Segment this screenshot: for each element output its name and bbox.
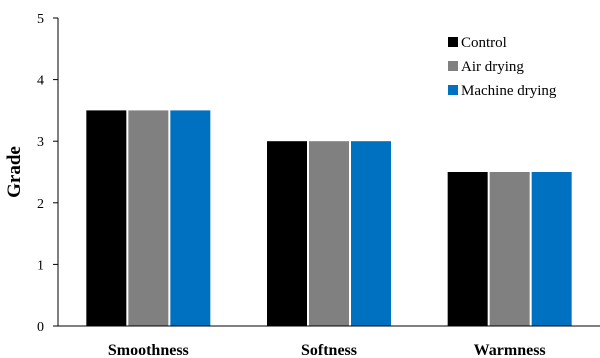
legend-label: Machine drying bbox=[461, 83, 557, 99]
y-tick-label: 0 bbox=[37, 320, 44, 335]
bar-air-drying-softness bbox=[309, 141, 349, 326]
legend-label: Control bbox=[461, 35, 507, 51]
legend-swatch bbox=[448, 61, 458, 71]
y-tick-label: 4 bbox=[37, 74, 44, 89]
bar-machine-drying-softness bbox=[351, 141, 391, 326]
x-tick-label: Warmness bbox=[474, 342, 546, 358]
y-axis-label: Grade bbox=[4, 146, 25, 198]
y-tick-label: 1 bbox=[37, 258, 44, 273]
x-tick-label: Softness bbox=[301, 342, 357, 358]
y-tick-label: 3 bbox=[37, 135, 44, 150]
bar-control-softness bbox=[267, 141, 307, 326]
bar-machine-drying-smoothness bbox=[170, 110, 211, 327]
legend-swatch bbox=[448, 37, 458, 47]
bar-air-drying-smoothness bbox=[128, 110, 169, 327]
y-tick-label: 2 bbox=[37, 197, 44, 212]
bar-control-smoothness bbox=[86, 110, 127, 327]
bar-air-drying-warmness bbox=[489, 172, 530, 326]
bar-control-warmness bbox=[447, 172, 488, 326]
bar-machine-drying-warmness bbox=[531, 172, 572, 326]
legend: Control Air drying Machine drying bbox=[448, 35, 557, 99]
x-tick-label: Smoothness bbox=[108, 342, 189, 358]
legend-swatch bbox=[448, 85, 458, 95]
legend-label: Air drying bbox=[461, 59, 524, 75]
y-tick-label: 5 bbox=[37, 12, 44, 27]
